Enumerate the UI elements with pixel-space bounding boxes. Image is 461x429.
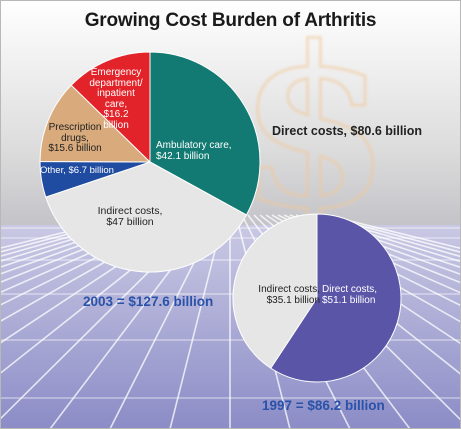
slice-label-direct-costs: Direct costs, $51.1 billion [322,284,378,306]
pie-slice-emergency [70,51,151,164]
caption-1997: 1997 = $86.2 billion [262,398,385,413]
pie-slice-direct-costs [270,213,402,383]
pie-slice-prescription [39,84,152,163]
slice-label-ambulatory-care: Ambulatory care, $42.1 billion [156,140,232,162]
slice-label-prescription: Prescription drugs, $15.6 billion [48,122,102,154]
chart-title: Growing Cost Burden of Arthritis [84,10,377,31]
slice-label-indirect-costs: Indirect costs, $47 billion [97,205,163,229]
pie-slice-indirect-costs [232,213,318,369]
slice-label-emergency: Emergency department/inpatient care, $16.2 b… [89,67,143,131]
caption-2003: 2003 = $127.6 billion [83,294,214,309]
direct-costs-note: Direct costs, $80.6 billion [272,124,423,138]
slice-label-indirect-costs: Indirect costs, $35.1 billion [258,284,320,306]
pie-slice-indirect-costs [45,161,248,273]
pie-slice-ambulatory-care [149,51,261,216]
slice-label-other-6-7-billion: Other, $6.7 billion [40,165,114,176]
